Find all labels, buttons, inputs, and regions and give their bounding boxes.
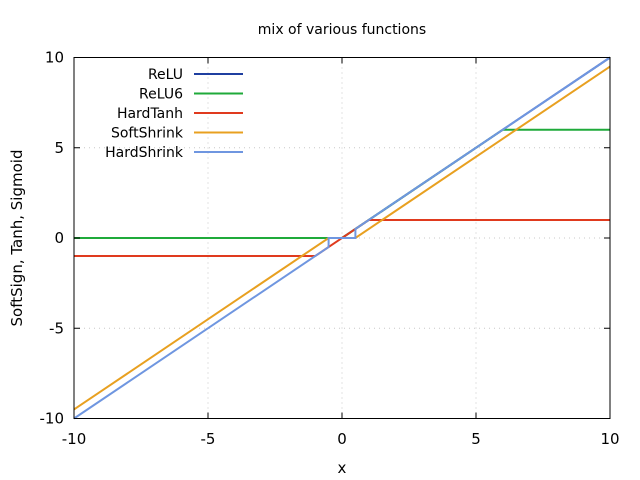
y-tick-label: 5 [54, 139, 64, 157]
legend-label-relu6: ReLU6 [139, 87, 183, 103]
x-tick-label: 0 [337, 430, 347, 448]
x-tick-label: -10 [62, 430, 87, 448]
x-tick-label: -5 [201, 430, 216, 448]
y-tick-label: -5 [49, 319, 64, 337]
axis-ticks: -10 -5 0 5 10 -10 -5 0 5 10 [40, 49, 620, 449]
chart-title: mix of various functions [258, 22, 426, 38]
y-tick-label: 10 [45, 49, 64, 67]
legend: ReLU ReLU6 HardTanh SoftShrink HardShrink [105, 67, 243, 161]
x-tick-label: 5 [471, 430, 481, 448]
series-line-hardshrink [73, 56, 611, 420]
y-tick-label: 0 [54, 229, 64, 247]
legend-label-hardshrink: HardShrink [105, 145, 184, 161]
y-axis-label: SoftSign, Tanh, Sigmoid [8, 150, 26, 327]
x-axis-label: x [338, 459, 347, 477]
legend-label-relu: ReLU [148, 67, 183, 83]
y-tick-label: -10 [40, 410, 65, 428]
legend-label-hardtanh: HardTanh [117, 106, 183, 122]
x-tick-label: 10 [600, 430, 619, 448]
legend-label-softshrink: SoftShrink [111, 126, 184, 142]
series-lines [73, 56, 611, 420]
